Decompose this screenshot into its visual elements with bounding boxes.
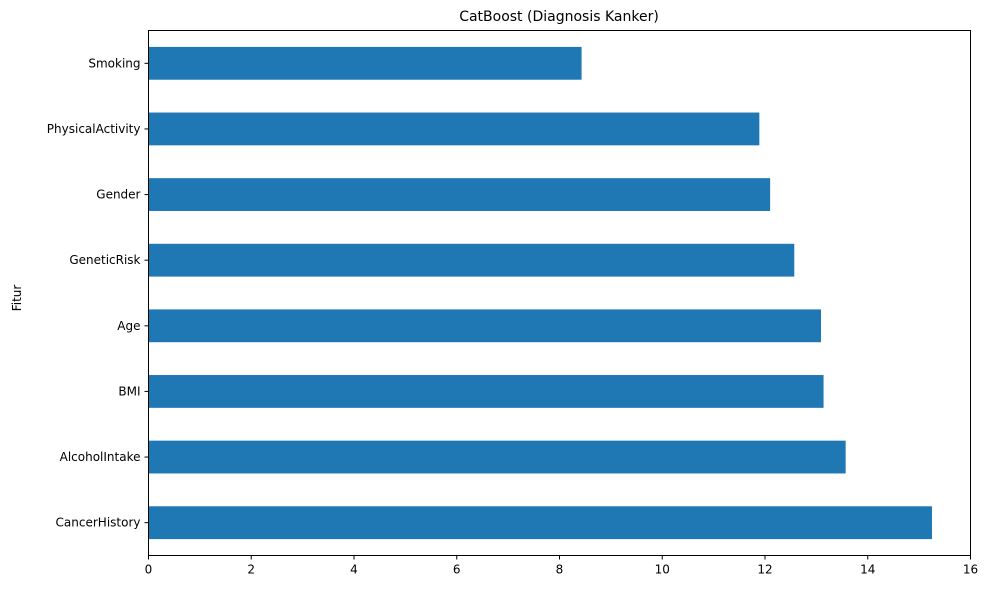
- y-category-label: Smoking: [88, 56, 140, 70]
- x-tick-label: 2: [247, 563, 255, 577]
- bar-geneticrisk: [148, 243, 795, 277]
- x-tick-label: 12: [757, 563, 772, 577]
- bar-cancerhistory: [148, 506, 932, 540]
- x-ticks-group: 0 2 4 6 8 10 12 14 16: [145, 555, 978, 577]
- bar-age: [148, 309, 821, 343]
- y-category-label: GeneticRisk: [69, 253, 140, 267]
- y-category-label: AlcoholIntake: [60, 450, 141, 464]
- y-category-label: Age: [117, 319, 140, 333]
- x-tick-label: 0: [145, 563, 153, 577]
- x-tick-label: 4: [350, 563, 358, 577]
- chart-title: CatBoost (Diagnosis Kanker): [459, 9, 659, 25]
- y-category-label: BMI: [118, 384, 140, 398]
- bar-bmi: [148, 375, 824, 408]
- x-tick-label: 10: [655, 563, 670, 577]
- y-category-label: PhysicalActivity: [47, 122, 141, 136]
- x-tick-label: 6: [453, 563, 461, 577]
- bar-smoking: [148, 46, 582, 80]
- y-category-label: CancerHistory: [56, 516, 141, 530]
- bar-alcoholintake: [148, 440, 846, 474]
- plot-frame: [148, 30, 971, 556]
- y-category-label: Gender: [96, 188, 140, 202]
- y-axis-label: Fitur: [10, 285, 24, 312]
- x-tick-label: 14: [860, 563, 875, 577]
- y-category-labels: CancerHistory AlcoholIntake BMI Age GeneticR…: [47, 56, 149, 530]
- bar-physicalactivity: [148, 112, 760, 146]
- x-tick-label: 16: [963, 563, 978, 577]
- bar-gender: [148, 178, 771, 211]
- x-tick-label: 8: [556, 563, 564, 577]
- bars-group: [148, 46, 932, 540]
